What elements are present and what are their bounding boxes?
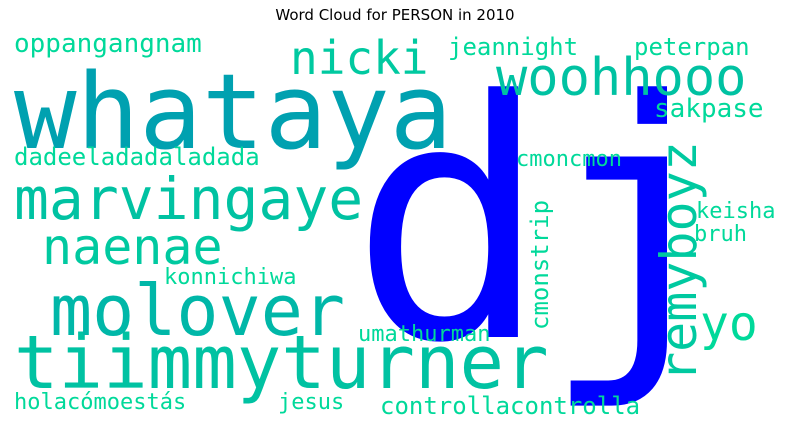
word-jesus: jesus: [278, 390, 345, 415]
word-yo: yo: [700, 296, 758, 352]
word-nicki: nicki: [290, 31, 429, 85]
word-molover: molover: [50, 270, 346, 352]
word-naenae: naenae: [42, 218, 223, 276]
word-oppangangnam: oppangangnam: [14, 29, 202, 59]
word-tiimmyturner: tiimmyturner: [14, 320, 549, 406]
word-cmonstrip: cmonstrip: [526, 199, 554, 330]
word-dadeeladadaladada: dadeeladadaladada: [14, 143, 260, 171]
word-marvingaye: marvingaye: [14, 165, 364, 233]
word-sakpase: sakpase: [654, 94, 764, 124]
word-cloud: dj whataya tiimmyturner molover marvinga…: [8, 30, 782, 420]
word-konnichiwa: konnichiwa: [164, 265, 297, 290]
word-peterpan: peterpan: [634, 33, 750, 61]
chart-title: Word Cloud for PERSON in 2010: [275, 6, 515, 24]
word-umathurman: umathurman: [358, 322, 491, 347]
word-jeannight: jeannight: [448, 33, 579, 61]
word-remyboyz: remyboyz: [650, 141, 708, 382]
word-whataya: whataya: [14, 51, 453, 173]
word-keisha: keisha: [696, 199, 776, 224]
word-cmoncmon: cmoncmon: [516, 147, 622, 172]
word-woohhooo: woohhooo: [496, 48, 747, 108]
word-bruh: bruh: [694, 222, 747, 247]
word-holacomoestas: holacómoestás: [14, 390, 187, 415]
word-controllacontrolla: controllacontrolla: [380, 392, 641, 420]
word-dj: dj: [350, 31, 739, 415]
